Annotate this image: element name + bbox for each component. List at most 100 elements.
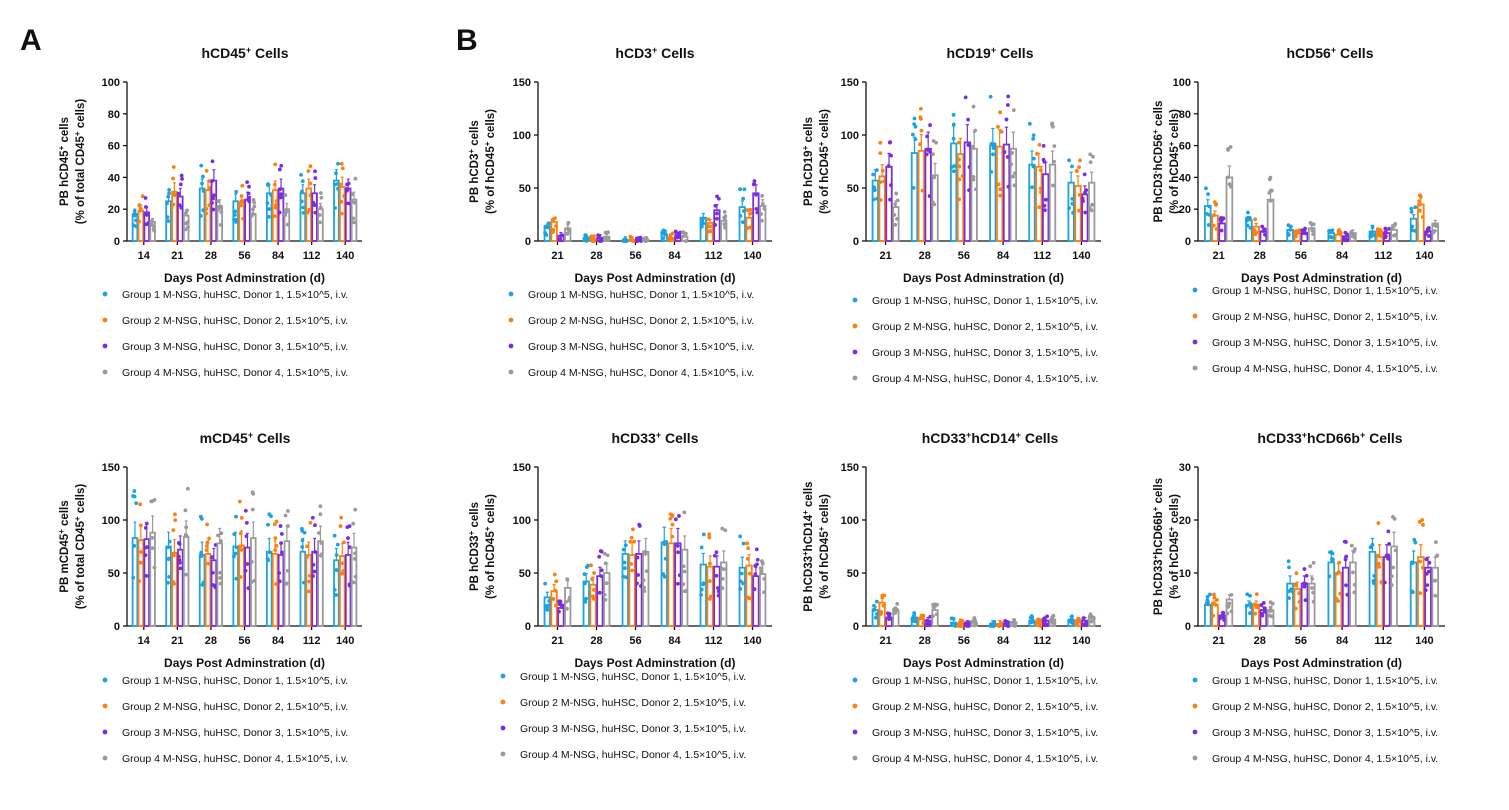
data-point bbox=[205, 522, 210, 527]
data-point bbox=[681, 582, 686, 587]
data-point bbox=[1289, 587, 1294, 592]
data-point bbox=[1392, 517, 1397, 521]
data-point bbox=[352, 200, 357, 205]
legend-label: Group 2 M-NSG, huHSC, Donor 2, 1.5×10^5,… bbox=[872, 701, 1098, 713]
data-point bbox=[269, 514, 273, 519]
bar bbox=[238, 544, 245, 627]
data-point bbox=[871, 197, 876, 202]
chart-1: hCD3+ Cells 0 50 100 150 21 28 56 84 112 140 Days P… bbox=[467, 45, 772, 379]
data-point bbox=[265, 201, 270, 205]
data-point bbox=[1030, 185, 1034, 190]
data-point bbox=[895, 198, 900, 203]
data-point bbox=[1003, 619, 1008, 624]
data-point bbox=[171, 176, 175, 181]
data-point bbox=[1372, 233, 1377, 237]
data-point bbox=[1070, 614, 1074, 619]
data-point bbox=[603, 561, 608, 566]
data-point bbox=[1042, 203, 1047, 208]
bar bbox=[299, 550, 307, 627]
data-point bbox=[957, 140, 961, 145]
data-point bbox=[920, 613, 925, 618]
data-point bbox=[553, 588, 558, 593]
data-point bbox=[199, 550, 204, 555]
x-tick-label: 28 bbox=[1254, 635, 1266, 647]
y-axis-label: (% of hCD45+ cells) bbox=[1167, 494, 1182, 599]
data-point bbox=[1286, 589, 1291, 594]
data-point bbox=[621, 547, 626, 552]
y-tick-label: 50 bbox=[108, 568, 120, 580]
data-point bbox=[716, 593, 721, 598]
data-point bbox=[599, 574, 604, 578]
data-point bbox=[273, 162, 278, 167]
data-point bbox=[1269, 188, 1274, 193]
data-point bbox=[283, 211, 288, 215]
data-point bbox=[134, 501, 139, 506]
data-point bbox=[137, 579, 142, 584]
data-point bbox=[204, 211, 209, 216]
data-point bbox=[1327, 574, 1332, 579]
data-point bbox=[738, 213, 743, 218]
data-point bbox=[234, 219, 238, 224]
data-point bbox=[762, 206, 767, 211]
data-point bbox=[318, 206, 323, 211]
bar bbox=[177, 195, 184, 242]
data-point bbox=[339, 161, 344, 166]
data-point bbox=[582, 581, 587, 586]
data-point bbox=[319, 195, 324, 200]
data-point bbox=[318, 220, 322, 225]
data-point bbox=[172, 553, 176, 558]
data-point bbox=[878, 140, 883, 145]
data-point bbox=[1417, 520, 1422, 524]
data-point bbox=[920, 188, 925, 193]
data-point bbox=[760, 202, 765, 206]
data-point bbox=[1410, 228, 1415, 233]
data-point bbox=[879, 610, 884, 614]
data-point bbox=[239, 516, 244, 520]
data-point bbox=[1006, 94, 1011, 99]
data-point bbox=[1245, 592, 1250, 597]
data-point bbox=[738, 579, 743, 584]
data-point bbox=[1303, 598, 1308, 603]
data-point bbox=[1219, 215, 1224, 220]
data-point bbox=[180, 177, 184, 181]
data-point bbox=[1308, 220, 1313, 225]
legend-marker bbox=[1192, 313, 1198, 319]
data-point bbox=[589, 563, 594, 568]
data-point bbox=[279, 192, 283, 197]
data-point bbox=[933, 602, 938, 607]
data-point bbox=[547, 225, 551, 230]
data-point bbox=[957, 157, 961, 162]
x-tick-label: 14 bbox=[138, 635, 151, 647]
data-point bbox=[272, 522, 277, 527]
chart-6: hCD33+hCD14+ Cells 0 50 100 150 21 28 56 84 112 14… bbox=[801, 430, 1101, 765]
data-point bbox=[149, 220, 154, 225]
legend-marker bbox=[852, 297, 858, 303]
data-point bbox=[662, 574, 667, 579]
data-point bbox=[1391, 565, 1395, 570]
data-point bbox=[299, 172, 303, 177]
data-point bbox=[755, 210, 760, 215]
data-point bbox=[312, 569, 317, 574]
data-point bbox=[1081, 622, 1086, 627]
data-point bbox=[167, 574, 172, 579]
data-point bbox=[1208, 592, 1212, 597]
data-point bbox=[762, 590, 766, 595]
data-point bbox=[1352, 582, 1357, 587]
data-point bbox=[300, 545, 305, 549]
data-point bbox=[138, 502, 143, 507]
data-point bbox=[334, 171, 338, 176]
data-point bbox=[243, 568, 248, 573]
data-point bbox=[642, 585, 646, 590]
data-point bbox=[642, 549, 647, 554]
data-point bbox=[1038, 186, 1043, 191]
data-point bbox=[351, 216, 356, 221]
data-point bbox=[178, 182, 183, 187]
x-tick-label: 56 bbox=[629, 250, 641, 262]
data-point bbox=[247, 184, 251, 189]
data-point bbox=[957, 164, 962, 169]
data-point bbox=[1426, 569, 1431, 574]
data-point bbox=[878, 180, 883, 184]
data-point bbox=[894, 191, 899, 196]
data-point bbox=[1031, 156, 1036, 161]
data-point bbox=[636, 573, 641, 577]
